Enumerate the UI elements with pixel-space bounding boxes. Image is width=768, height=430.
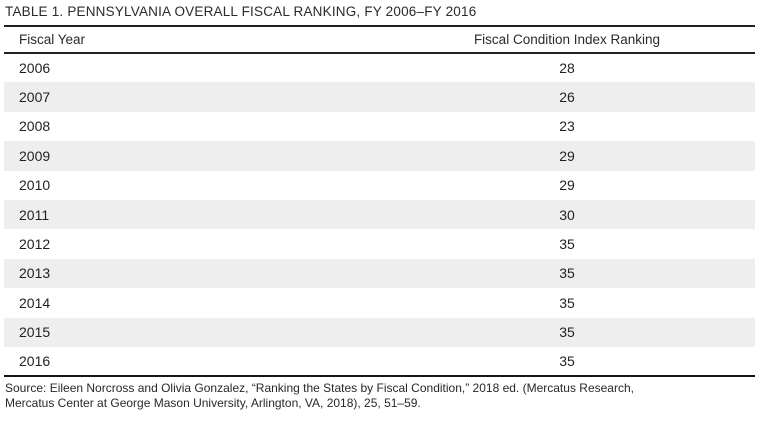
table-header: Fiscal Year Fiscal Condition Index Ranki…	[4, 26, 755, 53]
fiscal-year-cell: 2006	[19, 60, 51, 77]
fiscal-year-cell: 2009	[19, 147, 51, 164]
ranking-cell: 35	[559, 294, 575, 311]
fiscal-year-cell: 2016	[19, 353, 51, 370]
ranking-cell: 29	[559, 177, 575, 194]
fiscal-year-cell: 2014	[19, 294, 51, 311]
fiscal-year-cell: 2008	[19, 118, 51, 135]
table-row: 2006 28	[4, 53, 755, 82]
fiscal-year-cell: 2007	[19, 89, 51, 106]
ranking-cell: 29	[559, 147, 575, 164]
ranking-cell: 28	[559, 60, 575, 77]
fiscal-year-cell: 2011	[19, 206, 50, 223]
fiscal-year-cell: 2010	[19, 177, 51, 194]
table-row: 2011 30	[4, 199, 755, 230]
ranking-cell: 30	[559, 206, 575, 223]
ranking-cell: 23	[559, 118, 575, 135]
table-row: 2007 26	[4, 82, 755, 112]
ranking-cell: 35	[559, 265, 575, 282]
table-title: TABLE 1. PENNSYLVANIA OVERALL FISCAL RAN…	[5, 4, 477, 19]
source-line-1: Source: Eileen Norcross and Olivia Gonza…	[5, 381, 634, 396]
ranking-cell: 26	[559, 89, 575, 106]
table-row: 2013 35	[4, 258, 755, 289]
source-citation: Source: Eileen Norcross and Olivia Gonza…	[5, 381, 768, 410]
col-header-ranking: Fiscal Condition Index Ranking	[473, 32, 661, 47]
table-row: 2008 23	[4, 112, 755, 141]
table-row: 2016 35	[4, 347, 755, 376]
table-row: 2012 35	[4, 229, 755, 258]
ranking-cell: 35	[559, 324, 575, 341]
fiscal-year-cell: 2013	[19, 265, 51, 282]
table-row: 2009 29	[4, 141, 755, 171]
source-line-2: Mercatus Center at George Mason Universi…	[5, 395, 421, 410]
fiscal-year-cell: 2015	[19, 324, 51, 341]
table-body: 2006 28 2007 26 2008 23 2009 29 2010 29 2011 30 2012…	[4, 53, 755, 376]
table-row: 2015 35	[4, 317, 755, 347]
fiscal-ranking-table: Fiscal Year Fiscal Condition Index Ranki…	[4, 25, 755, 378]
col-header-fiscal-year: Fiscal Year	[19, 32, 86, 47]
fiscal-year-cell: 2012	[19, 236, 51, 253]
ranking-cell: 35	[559, 236, 575, 253]
header-row: Fiscal Year Fiscal Condition Index Ranki…	[4, 26, 755, 53]
table-row: 2014 35	[4, 288, 755, 317]
ranking-cell: 35	[559, 353, 575, 370]
table-row: 2010 29	[4, 171, 755, 200]
